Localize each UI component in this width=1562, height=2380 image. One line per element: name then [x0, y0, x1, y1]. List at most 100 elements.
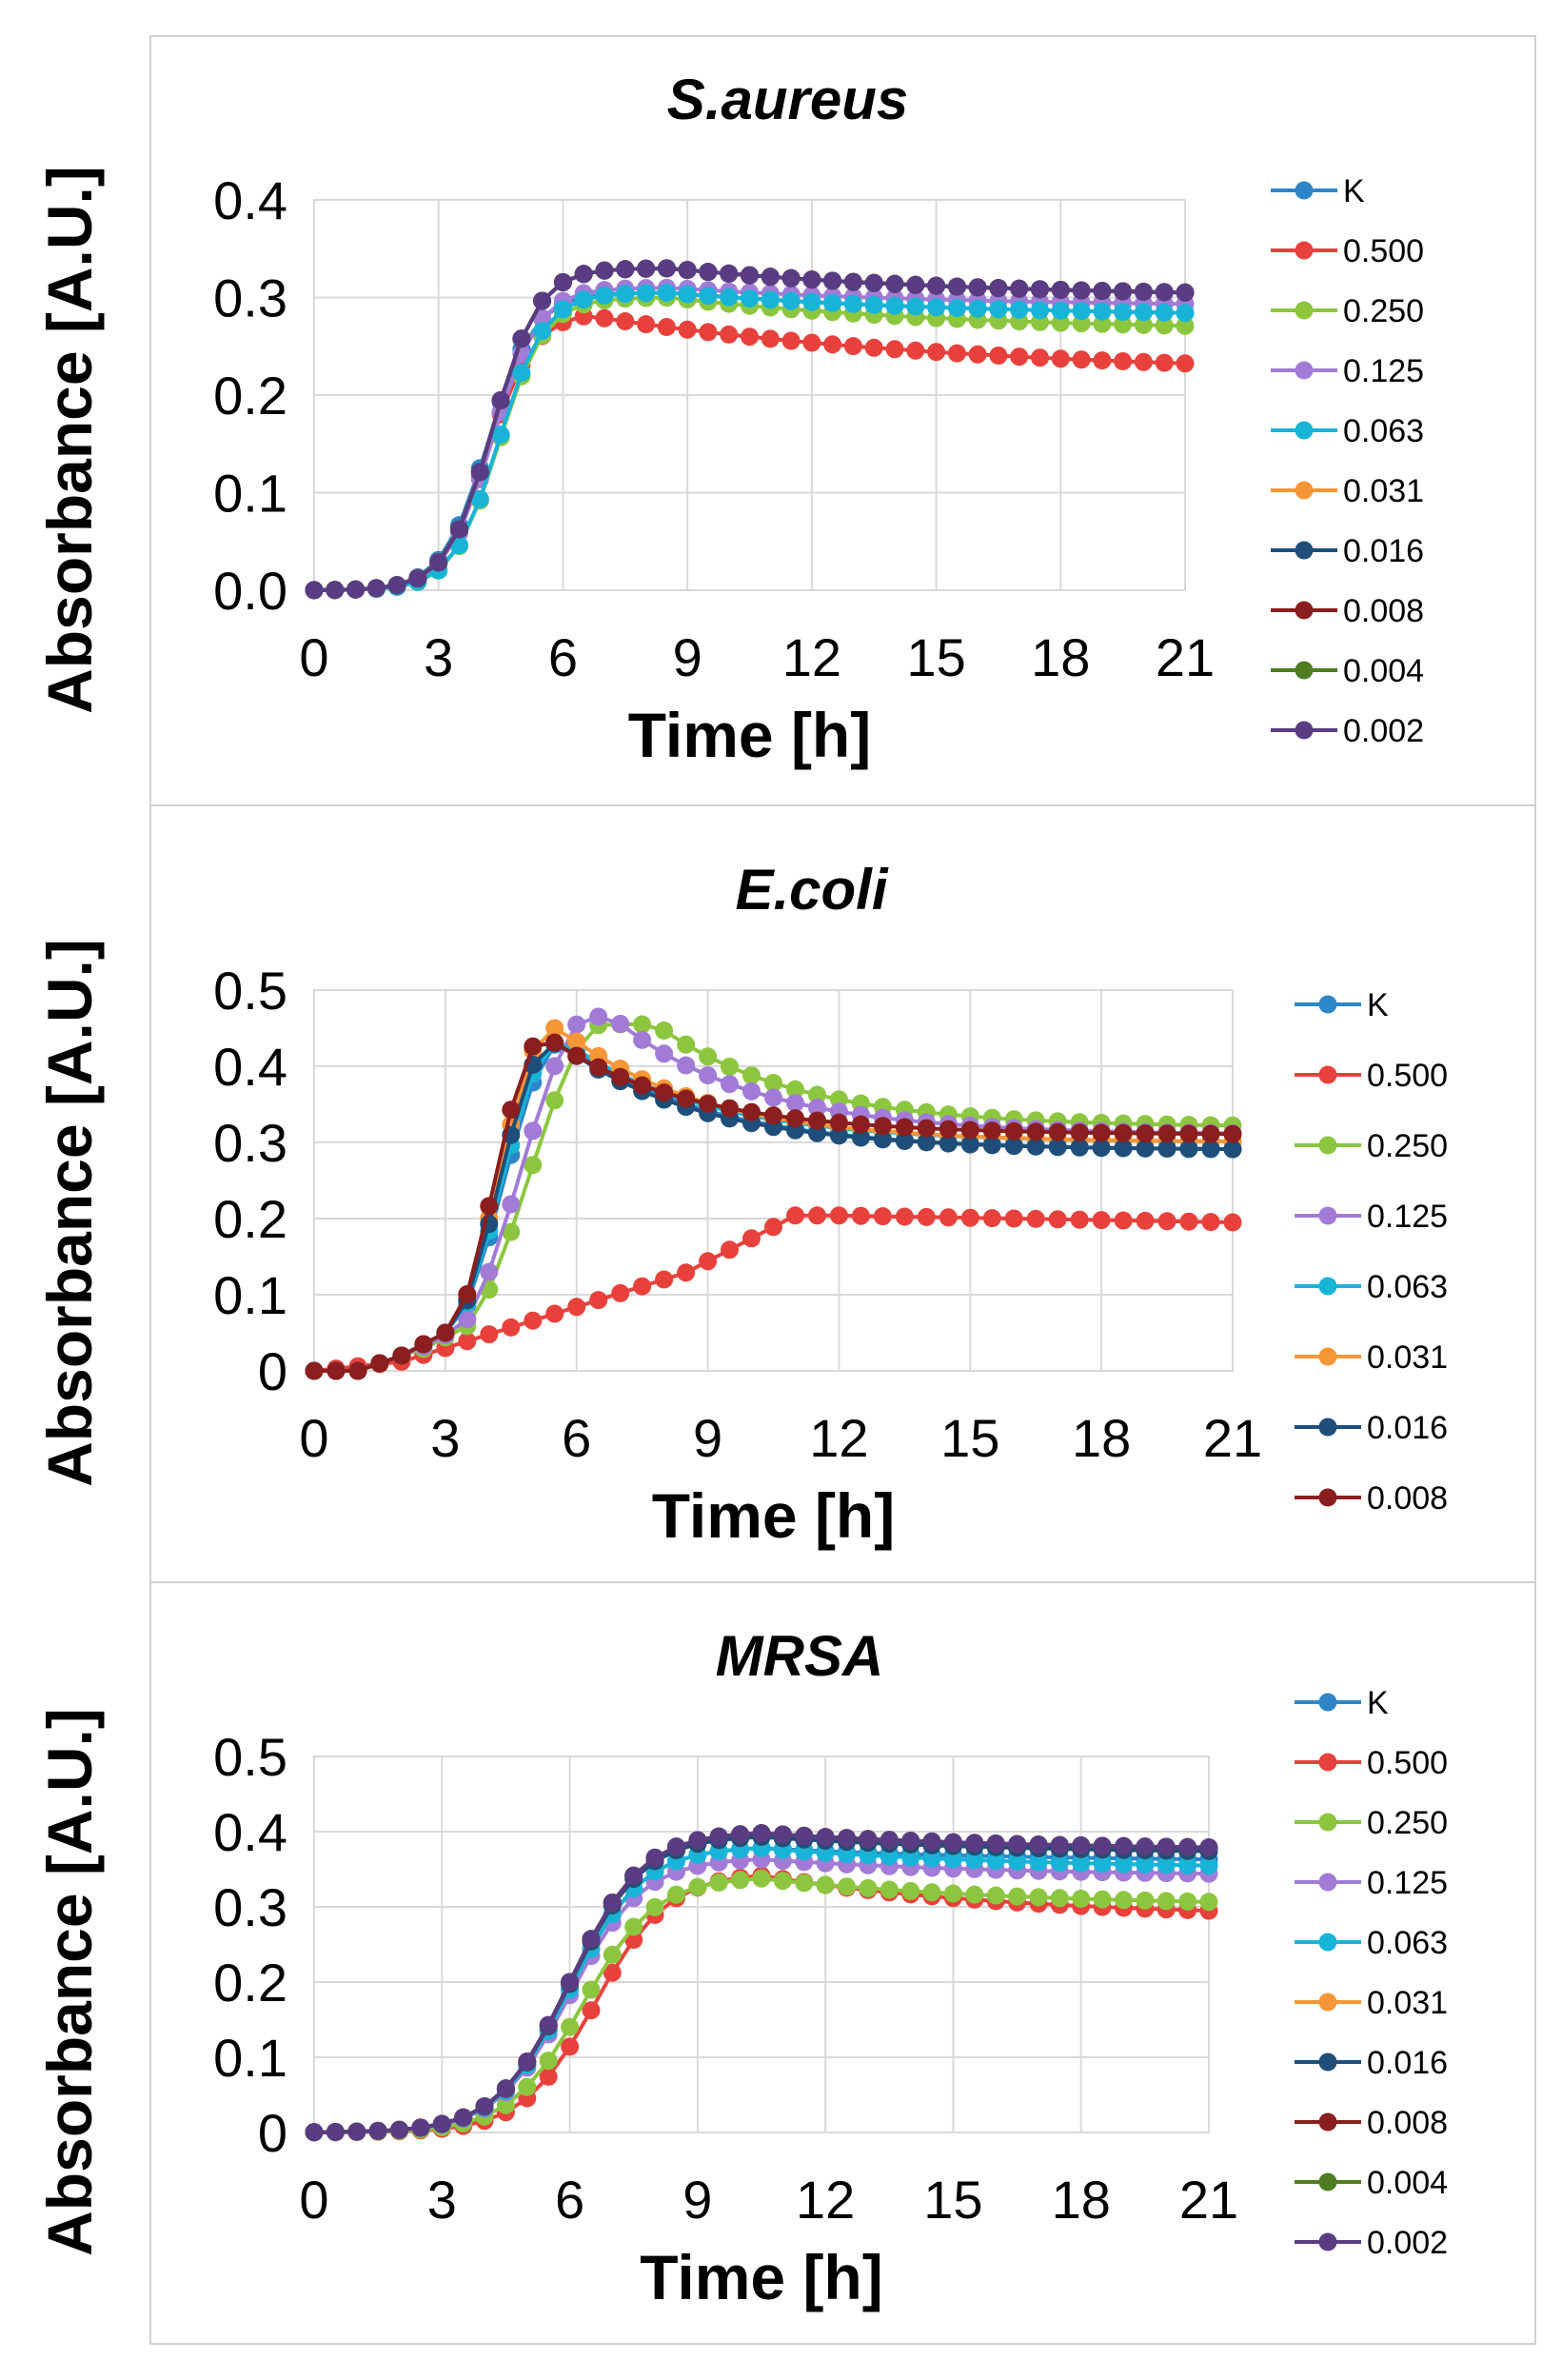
x-axis-label: Time [h] [652, 1480, 895, 1551]
data-point [1134, 303, 1153, 322]
legend-marker [1318, 1277, 1337, 1296]
data-point [624, 1866, 643, 1885]
x-tick-label: 12 [782, 627, 841, 687]
data-point [1051, 301, 1070, 320]
data-point [823, 293, 842, 312]
data-point [986, 1835, 1005, 1853]
data-point [1176, 304, 1195, 323]
data-point [539, 2052, 558, 2071]
legend-marker [1318, 1136, 1337, 1155]
legend-label: 0.031 [1343, 473, 1424, 509]
data-point [582, 2001, 601, 2020]
x-tick-label: 6 [555, 2170, 584, 2230]
data-point [960, 1208, 979, 1227]
data-point [859, 1846, 878, 1865]
data-point [574, 290, 593, 309]
data-point [518, 2077, 537, 2096]
data-point [709, 1827, 728, 1846]
data-point [326, 2123, 345, 2141]
data-point [721, 1099, 739, 1118]
data-point [655, 1021, 674, 1040]
data-point [989, 279, 1008, 298]
data-point [1093, 1836, 1112, 1855]
data-point [390, 2120, 408, 2139]
data-point [502, 1195, 521, 1214]
legend: K 0.500 0.250 0.125 0.063 0.031 0.016 0.008 0.00… [1295, 1685, 1448, 2261]
data-point [458, 1285, 477, 1303]
data-point [1072, 281, 1091, 300]
panel-frame [149, 1581, 1536, 2345]
data-point [838, 1877, 856, 1896]
data-point [885, 340, 904, 359]
data-point [699, 1095, 718, 1113]
data-point [502, 1101, 521, 1120]
legend-marker [1295, 421, 1314, 440]
data-point [1050, 1854, 1069, 1873]
data-point [1072, 1854, 1091, 1873]
data-point [1092, 1211, 1111, 1230]
data-point [906, 341, 925, 360]
y-tick-label: 0.3 [213, 1877, 287, 1937]
data-point [470, 463, 489, 482]
data-point [595, 261, 614, 280]
data-point [1136, 1139, 1155, 1158]
data-point [637, 259, 656, 278]
legend-label: 0.031 [1367, 1985, 1448, 2021]
data-point [895, 1132, 914, 1150]
data-point [1155, 303, 1174, 322]
data-point [1201, 1213, 1220, 1232]
data-point [781, 291, 801, 310]
data-point [603, 1963, 622, 1982]
data-point [943, 1884, 962, 1903]
data-point [823, 271, 842, 290]
legend-marker [1295, 721, 1314, 740]
legend-label: 0.500 [1367, 1745, 1448, 1781]
data-point [411, 2118, 430, 2137]
data-point [496, 2095, 515, 2114]
data-point [1093, 1854, 1112, 1874]
data-point [1155, 283, 1174, 302]
data-point [1031, 280, 1049, 299]
data-point [917, 1119, 936, 1138]
data-point [829, 1126, 848, 1145]
data-point [917, 1133, 936, 1152]
data-point [1178, 1855, 1197, 1874]
data-point [1050, 1835, 1069, 1854]
data-point [688, 1877, 707, 1896]
data-point [366, 579, 386, 598]
data-point [880, 1847, 899, 1866]
data-point [567, 1032, 586, 1051]
legend-label: 0.125 [1367, 1199, 1448, 1235]
data-point [502, 1222, 521, 1241]
data-point [408, 569, 427, 588]
data-point [305, 581, 324, 600]
legend-label: K [1367, 987, 1389, 1023]
data-point [561, 2017, 580, 2036]
data-point [1093, 282, 1112, 301]
data-point [1114, 303, 1133, 322]
data-point [742, 1102, 761, 1121]
legend-label: K [1343, 173, 1365, 209]
data-point [392, 1346, 411, 1365]
legend-label: 0.063 [1367, 1269, 1448, 1305]
data-point [1114, 352, 1133, 370]
data-point [989, 347, 1008, 365]
data-point [1115, 1891, 1133, 1910]
data-point [616, 285, 635, 304]
data-point [742, 1066, 761, 1085]
data-point [545, 1057, 564, 1076]
data-point [829, 1206, 848, 1225]
data-point [823, 335, 842, 354]
panel-frame [149, 804, 1536, 1583]
x-tick-label: 21 [1156, 627, 1215, 687]
data-point [637, 284, 656, 303]
data-point [475, 2097, 494, 2116]
legend-label: 0.008 [1343, 593, 1424, 629]
data-point [480, 1262, 499, 1281]
data-point [786, 1080, 804, 1099]
data-point [699, 1047, 718, 1066]
data-point [480, 1325, 499, 1344]
data-point [491, 426, 510, 445]
y-tick-label: 0.3 [213, 1113, 287, 1173]
data-point [1029, 1835, 1048, 1854]
